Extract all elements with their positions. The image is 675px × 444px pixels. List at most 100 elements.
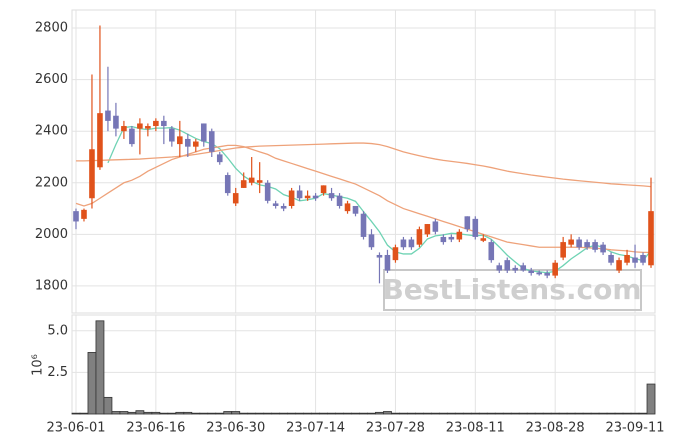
volume-bar: [263, 412, 273, 415]
candle-body: [600, 244, 606, 253]
candle-body: [288, 190, 295, 206]
volume-bar: [375, 411, 384, 415]
x-tick-label: 23-06-01: [46, 421, 105, 436]
x-tick-label: 23-08-11: [446, 421, 505, 436]
x-tick-label: 23-07-28: [366, 421, 425, 436]
candle-body: [272, 203, 279, 206]
volume-bar: [622, 412, 632, 415]
volume-bar: [534, 412, 544, 415]
candle-body: [73, 211, 79, 222]
candle-body: [464, 216, 471, 230]
volume-bar: [71, 412, 81, 415]
candle-body: [256, 180, 263, 183]
volume-bar: [558, 412, 568, 415]
volume-bar: [95, 320, 105, 415]
volume-scale-label: 10⁶: [31, 354, 46, 376]
candle-body: [624, 254, 630, 263]
volume-bar: [159, 412, 169, 415]
volume-bar: [199, 412, 209, 415]
candle-body: [280, 205, 287, 209]
volume-bar: [391, 412, 400, 415]
y-tick-label: 5.0: [47, 323, 68, 338]
volume-bar: [638, 412, 648, 415]
candle-body: [400, 239, 407, 248]
volume-bar: [175, 411, 185, 415]
candle-body: [105, 110, 111, 121]
volume-bar: [630, 412, 640, 415]
volume-bar: [646, 383, 656, 415]
volume-bar: [574, 412, 584, 415]
volume-bar: [502, 412, 512, 415]
y-tick-label: 2.5: [47, 365, 68, 380]
candle-body: [264, 182, 271, 201]
volume-bar: [311, 412, 320, 415]
volume-bar: [430, 412, 440, 415]
candle-body: [552, 262, 558, 276]
candle-body: [480, 238, 487, 241]
volume-bar: [486, 412, 496, 415]
candle-body: [208, 131, 215, 152]
candle-body: [336, 195, 343, 206]
volume-bar: [582, 412, 592, 415]
candle-body: [376, 254, 383, 258]
candle-body: [504, 260, 511, 271]
candle-body: [584, 242, 590, 248]
volume-bar: [446, 412, 456, 415]
volume-bar: [550, 412, 560, 415]
y-tick-label: 2600: [35, 72, 68, 87]
watermark-group: BestListens.com: [382, 269, 642, 311]
volume-bar: [351, 412, 360, 415]
volume-bar: [422, 412, 432, 415]
volume-bar: [454, 412, 464, 415]
volume-bar: [135, 410, 145, 415]
candle-body: [216, 154, 223, 163]
candle-body: [161, 120, 167, 127]
candle-body: [456, 231, 463, 240]
volume-bar: [407, 412, 416, 415]
candle-body: [185, 138, 191, 147]
x-tick-label: 23-09-11: [606, 421, 665, 436]
candle-body: [616, 260, 622, 271]
candle-body: [544, 273, 550, 276]
volume-bar: [87, 352, 97, 415]
volume-bar: [143, 411, 153, 415]
volume-bar: [303, 412, 312, 415]
candle-body: [472, 218, 479, 237]
moving-average-line: [75, 142, 652, 188]
volume-bar: [343, 412, 352, 415]
volume-bar: [606, 412, 616, 415]
watermark-box: [383, 269, 642, 311]
volume-bar: [239, 412, 249, 415]
volume-bar: [462, 412, 472, 415]
volume-bar: [470, 412, 480, 415]
candle-body: [568, 239, 574, 245]
volume-bar: [510, 412, 520, 415]
x-tick-label: 23-06-30: [206, 421, 265, 436]
candle-body: [129, 128, 135, 145]
candle-body: [536, 272, 542, 275]
volume-bar: [223, 411, 233, 415]
candle-body: [240, 180, 247, 188]
candle-body: [200, 123, 207, 142]
volume-bar: [478, 412, 488, 415]
volume-bar: [566, 412, 576, 415]
x-tick-label: 23-07-14: [286, 421, 345, 436]
volume-bar: [438, 412, 448, 415]
volume-bar: [191, 412, 201, 415]
candle-body: [408, 239, 415, 248]
volume-bar: [598, 412, 608, 415]
volume-panel: [71, 314, 656, 415]
volume-bar: [383, 411, 392, 415]
volume-bar: [287, 412, 297, 415]
volume-bar: [215, 412, 225, 415]
y-tick-label: 2000: [35, 227, 68, 242]
volume-bar: [295, 412, 305, 415]
moving-average-line: [75, 144, 652, 254]
volume-bar: [327, 412, 336, 415]
candle-body: [224, 175, 231, 194]
candle-body: [368, 234, 375, 248]
candle-body: [640, 254, 646, 263]
volume-bar: [399, 412, 408, 415]
candle-body: [384, 254, 391, 271]
volume-bar: [207, 412, 217, 415]
